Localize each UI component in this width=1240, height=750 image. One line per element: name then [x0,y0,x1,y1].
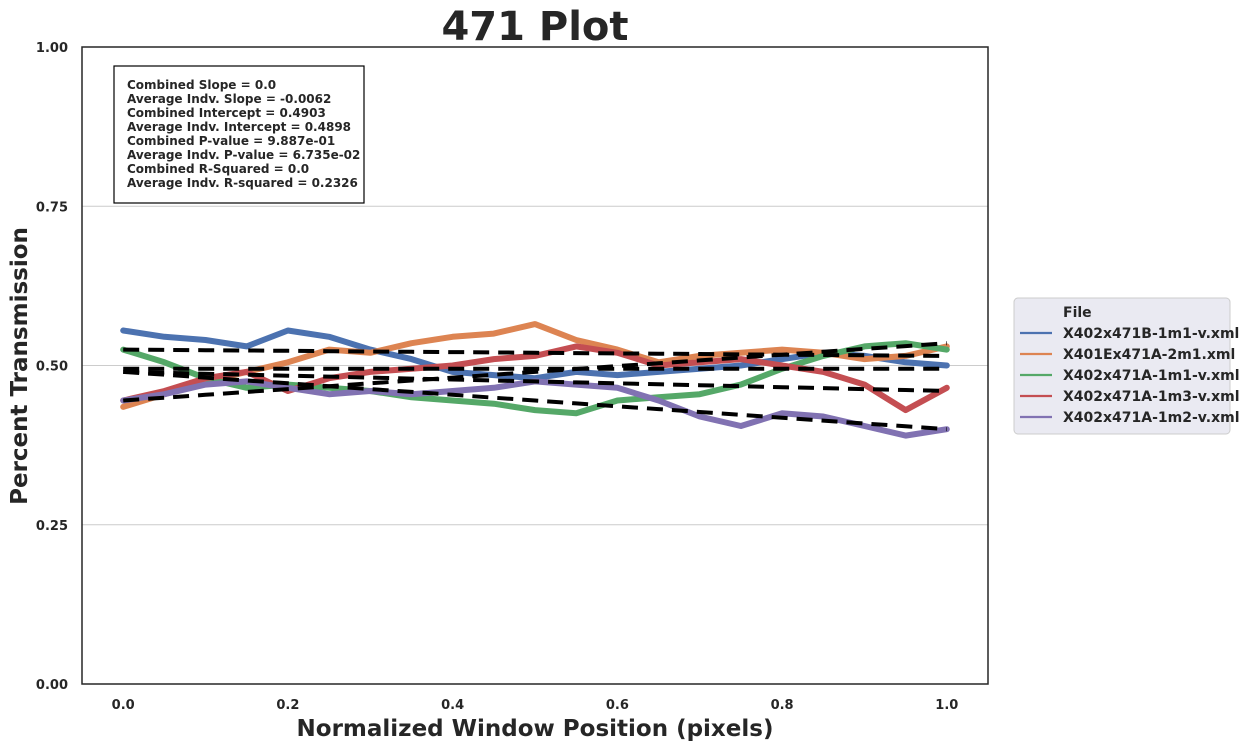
x-tick-label: 1.0 [935,698,958,713]
fit-line [123,347,947,358]
stats-line: Average Indv. R-squared = 0.2326 [127,176,358,190]
y-tick-label: 0.75 [36,200,68,215]
stats-line: Combined Intercept = 0.4903 [127,106,326,120]
stats-line: Average Indv. Intercept = 0.4898 [127,120,351,134]
legend-entry: X402x471B-1m1-v.xml [1063,326,1239,342]
fit-line [123,369,947,432]
fit-line [123,369,947,393]
legend-title: File [1063,305,1092,321]
fit-line [123,341,947,403]
stats-line: Average Indv. Slope = -0.0062 [127,92,331,106]
grid-lines [82,205,988,526]
legend-entry: X401Ex471A-2m1.xml [1063,347,1235,363]
y-axis-label: Percent Transmission [7,227,33,505]
legend-entry: X402x471A-1m1-v.xml [1063,368,1240,384]
legend: File X402x471B-1m1-v.xml X401Ex471A-2m1.x… [1013,297,1240,435]
y-tick-label: 0.00 [36,678,68,693]
stats-line: Combined Slope = 0.0 [127,78,276,92]
y-tick-label: 0.50 [36,360,68,375]
legend-entry: X402x471A-1m2-v.xml [1063,410,1240,426]
x-axis-ticks: 0.0 0.2 0.4 0.6 0.8 1.0 [112,698,959,713]
series-line [120,340,950,417]
plot-frame [81,46,989,685]
x-tick-label: 0.0 [112,698,135,713]
x-axis-label: Normalized Window Position (pixels) [297,716,774,742]
y-axis-ticks: 0.00 0.25 0.50 0.75 1.00 [36,41,68,693]
x-tick-label: 0.6 [606,698,629,713]
x-tick-label: 0.8 [771,698,794,713]
stats-box-frame [113,65,365,204]
fit-lines-layer [123,341,947,432]
x-tick-label: 0.2 [276,698,299,713]
chart-title: 471 Plot [441,4,628,50]
legend-entry: X402x471A-1m3-v.xml [1063,389,1240,405]
legend-frame [1013,297,1231,435]
stats-line: Combined R-Squared = 0.0 [127,162,309,176]
y-tick-label: 1.00 [36,41,68,56]
stats-line: Combined P-value = 9.887e-01 [127,134,335,148]
stats-line: Average Indv. P-value = 6.735e-02 [127,148,360,162]
y-tick-label: 0.25 [36,519,68,534]
x-tick-label: 0.4 [441,698,464,713]
